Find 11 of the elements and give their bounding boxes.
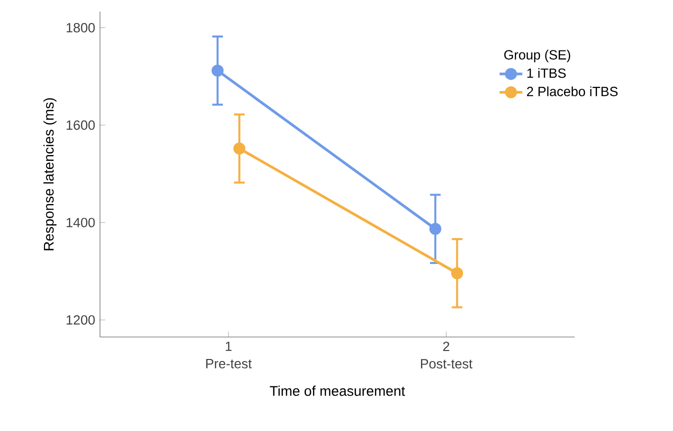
x-tick-label: 1 Pre-test [206, 342, 252, 368]
y-tick-label: 1200 [66, 315, 95, 325]
y-tick-label: 1800 [66, 23, 95, 32]
y-tick-label: 1400 [66, 218, 95, 228]
y-tick-label: 1600 [66, 120, 95, 130]
legend-title: Group (SE) [504, 50, 570, 62]
legend-label: 2 Placebo iTBS [527, 86, 618, 96]
y-axis-title: Response latencies (ms) [43, 98, 56, 250]
legend-label: 1 iTBS [527, 68, 566, 78]
x-axis-title: Time of measurement [270, 386, 406, 396]
x-tick-label: 2 Post-test [420, 342, 472, 368]
